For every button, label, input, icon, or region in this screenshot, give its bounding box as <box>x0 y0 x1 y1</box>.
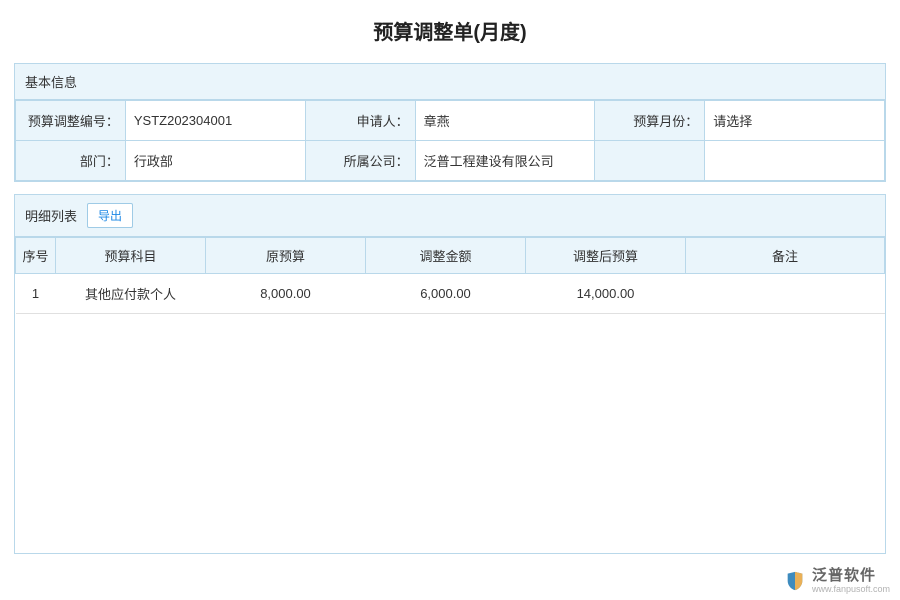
col-subject: 预算科目 <box>56 238 206 274</box>
watermark-name: 泛普软件 <box>812 568 890 583</box>
cell-seq: 1 <box>16 274 56 314</box>
budget-month-label: 预算月份： <box>595 101 705 141</box>
watermark: 泛普软件 www.fanpusoft.com <box>784 568 890 594</box>
budget-adj-no-label: 预算调整编号： <box>16 101 126 141</box>
page-title: 预算调整单(月度) <box>0 0 900 63</box>
budget-adj-no-value: YSTZ202304001 <box>125 101 305 141</box>
detail-header-row: 序号 预算科目 原预算 调整金额 调整后预算 备注 <box>16 238 885 274</box>
cell-after: 14,000.00 <box>526 274 686 314</box>
watermark-url: www.fanpusoft.com <box>812 585 890 594</box>
export-button[interactable]: 导出 <box>87 203 133 228</box>
detail-panel: 明细列表 导出 序号 预算科目 原预算 调整金额 调整后预算 备注 1 其他应付… <box>14 194 886 554</box>
empty-value <box>705 141 885 181</box>
company-label: 所属公司： <box>305 141 415 181</box>
col-seq: 序号 <box>16 238 56 274</box>
empty-label <box>595 141 705 181</box>
basic-info-title: 基本信息 <box>25 72 77 91</box>
cell-original: 8,000.00 <box>206 274 366 314</box>
budget-month-select[interactable]: 请选择 <box>705 101 885 141</box>
info-row: 预算调整编号： YSTZ202304001 申请人： 章燕 预算月份： 请选择 <box>16 101 885 141</box>
detail-title: 明细列表 <box>25 206 77 225</box>
dept-label: 部门： <box>16 141 126 181</box>
logo-icon <box>784 570 806 592</box>
basic-info-table: 预算调整编号： YSTZ202304001 申请人： 章燕 预算月份： 请选择 … <box>15 100 885 181</box>
detail-table-wrap: 序号 预算科目 原预算 调整金额 调整后预算 备注 1 其他应付款个人 8,00… <box>15 237 885 553</box>
applicant-value: 章燕 <box>415 101 595 141</box>
cell-adjust: 6,000.00 <box>366 274 526 314</box>
basic-info-header: 基本信息 <box>15 64 885 100</box>
basic-info-panel: 基本信息 预算调整编号： YSTZ202304001 申请人： 章燕 预算月份：… <box>14 63 886 182</box>
col-after: 调整后预算 <box>526 238 686 274</box>
applicant-label: 申请人： <box>305 101 415 141</box>
col-adjust: 调整金额 <box>366 238 526 274</box>
cell-subject: 其他应付款个人 <box>56 274 206 314</box>
table-row: 1 其他应付款个人 8,000.00 6,000.00 14,000.00 <box>16 274 885 314</box>
cell-remark <box>686 274 885 314</box>
col-remark: 备注 <box>686 238 885 274</box>
info-row: 部门： 行政部 所属公司： 泛普工程建设有限公司 <box>16 141 885 181</box>
company-value: 泛普工程建设有限公司 <box>415 141 595 181</box>
col-original: 原预算 <box>206 238 366 274</box>
dept-value: 行政部 <box>125 141 305 181</box>
detail-header: 明细列表 导出 <box>15 195 885 237</box>
detail-table: 序号 预算科目 原预算 调整金额 调整后预算 备注 1 其他应付款个人 8,00… <box>15 237 885 314</box>
